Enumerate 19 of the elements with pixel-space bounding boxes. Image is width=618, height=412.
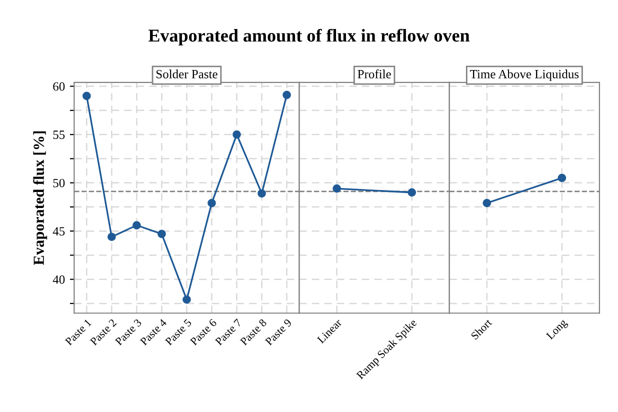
chart-subtitle: Time Above Liquidus bbox=[470, 70, 579, 81]
chart-subtitle: Profile bbox=[358, 69, 391, 78]
y-tick-label: 60 bbox=[53, 82, 65, 91]
point bbox=[82, 92, 91, 100]
y-tick-label: 40 bbox=[52, 275, 65, 284]
chart-title: Evaporated amount of flux in reflow oven bbox=[148, 28, 470, 46]
point bbox=[132, 221, 141, 230]
point bbox=[282, 90, 291, 100]
point bbox=[182, 295, 191, 304]
point bbox=[232, 130, 241, 139]
point bbox=[158, 230, 166, 238]
y-tick-label: 45 bbox=[52, 227, 65, 236]
y-axis-title: Evaporated flux [%] bbox=[33, 131, 48, 265]
point bbox=[258, 189, 266, 198]
y-tick-label: 55 bbox=[53, 130, 65, 139]
point bbox=[208, 198, 216, 208]
y-tick-label: 50 bbox=[53, 178, 65, 188]
point bbox=[108, 232, 116, 242]
chart-subtitle: Solder Paste bbox=[156, 70, 218, 78]
